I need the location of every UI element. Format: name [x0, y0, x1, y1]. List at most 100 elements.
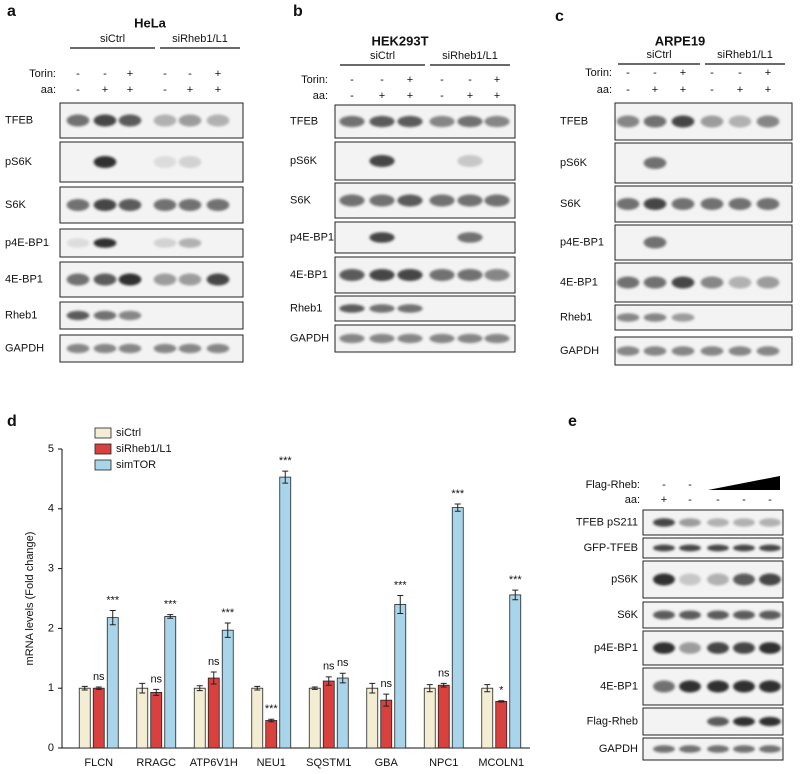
error-bar [254, 685, 261, 691]
band [728, 346, 752, 356]
blot [614, 224, 793, 261]
error-bar [498, 700, 505, 703]
band [759, 518, 781, 527]
band [178, 343, 202, 354]
condition-value: - [626, 67, 630, 79]
band [118, 273, 142, 286]
band [397, 269, 423, 281]
band [653, 544, 675, 552]
significance-label: * [499, 685, 504, 697]
band [153, 238, 177, 248]
blot-label: Flag-Rheb [587, 715, 638, 727]
blot-label: Rheb1 [560, 311, 592, 323]
band [429, 194, 455, 207]
significance-label: *** [279, 455, 293, 467]
bar [509, 594, 522, 749]
condition-name: aa: [41, 84, 56, 96]
x-tick-label: NPC1 [429, 757, 458, 769]
band [733, 716, 755, 727]
band [457, 269, 483, 281]
condition-value: - [688, 494, 692, 506]
dose-triangle [708, 476, 780, 490]
band [153, 273, 177, 286]
error-bar [325, 676, 332, 686]
error-bar [426, 684, 433, 693]
error-bar [369, 682, 376, 694]
band [153, 343, 177, 354]
bar [136, 687, 149, 749]
band [700, 276, 724, 289]
significance-label: *** [509, 574, 523, 586]
group-label: siCtrl [646, 49, 671, 61]
error-bar [454, 503, 461, 512]
band [616, 313, 640, 322]
blot-label: S6K [290, 194, 311, 206]
band [178, 273, 202, 286]
band [484, 115, 510, 128]
band [728, 198, 752, 210]
bar [495, 700, 508, 749]
blot-label: 4E-BP1 [560, 276, 598, 288]
band [756, 115, 780, 128]
blot [614, 142, 793, 184]
band [206, 114, 230, 127]
band [178, 238, 202, 248]
blot-label: GAPDH [290, 332, 329, 344]
blot-label: p4E-BP1 [594, 642, 638, 654]
band [93, 199, 117, 211]
significance-label: *** [265, 703, 279, 715]
condition-value: + [102, 84, 108, 96]
error-bar [339, 672, 346, 684]
error-bar [440, 682, 447, 688]
error-bar [81, 685, 88, 691]
condition-value: - [188, 68, 192, 80]
bar [394, 604, 407, 749]
band [643, 115, 667, 128]
bar [366, 687, 379, 749]
y-tick-label: 2 [48, 622, 54, 634]
blot-label: pS6K [560, 157, 588, 169]
condition-value: + [127, 68, 133, 80]
error-bar [268, 718, 275, 723]
significance-label: *** [394, 579, 408, 591]
legend-label: simTOR [116, 459, 156, 471]
blot-label: pS6K [290, 155, 318, 167]
condition-value: + [215, 84, 221, 96]
blot-label: p4E-BP1 [560, 236, 604, 248]
condition-name: Flag-Rheb: [586, 479, 640, 491]
panel-title: ARPE19 [655, 33, 706, 48]
band [153, 156, 177, 168]
condition-value: + [765, 84, 771, 96]
condition-value: - [440, 74, 444, 86]
condition-value: - [768, 494, 772, 506]
group-label: siCtrl [370, 50, 395, 62]
band [178, 114, 202, 127]
band [700, 198, 724, 210]
condition-value: - [710, 84, 714, 96]
blot-label: S6K [560, 198, 581, 210]
bar [481, 687, 494, 749]
panel-title: HEK293T [371, 33, 428, 48]
blot [614, 304, 793, 331]
group-label: siRheb1/L1 [442, 50, 498, 62]
band [369, 194, 395, 207]
bar [279, 476, 292, 749]
condition-name: Torin: [585, 67, 612, 79]
band [484, 194, 510, 207]
group-label: siRheb1/L1 [172, 33, 228, 45]
band [700, 346, 724, 356]
error-bar [224, 622, 231, 638]
blot-label: pS6K [611, 573, 639, 585]
band [759, 745, 781, 753]
y-axis-title: mRNA levels (Fold change) [24, 532, 36, 666]
band [93, 238, 117, 248]
band [616, 276, 640, 289]
x-tick-label: RRAGC [136, 757, 176, 769]
significance-label: ns [380, 678, 392, 690]
band [733, 680, 755, 693]
band [429, 269, 455, 281]
group-label: siCtrl [100, 33, 125, 45]
band [93, 310, 117, 321]
condition-value: - [653, 67, 657, 79]
condition-value: + [407, 90, 413, 102]
